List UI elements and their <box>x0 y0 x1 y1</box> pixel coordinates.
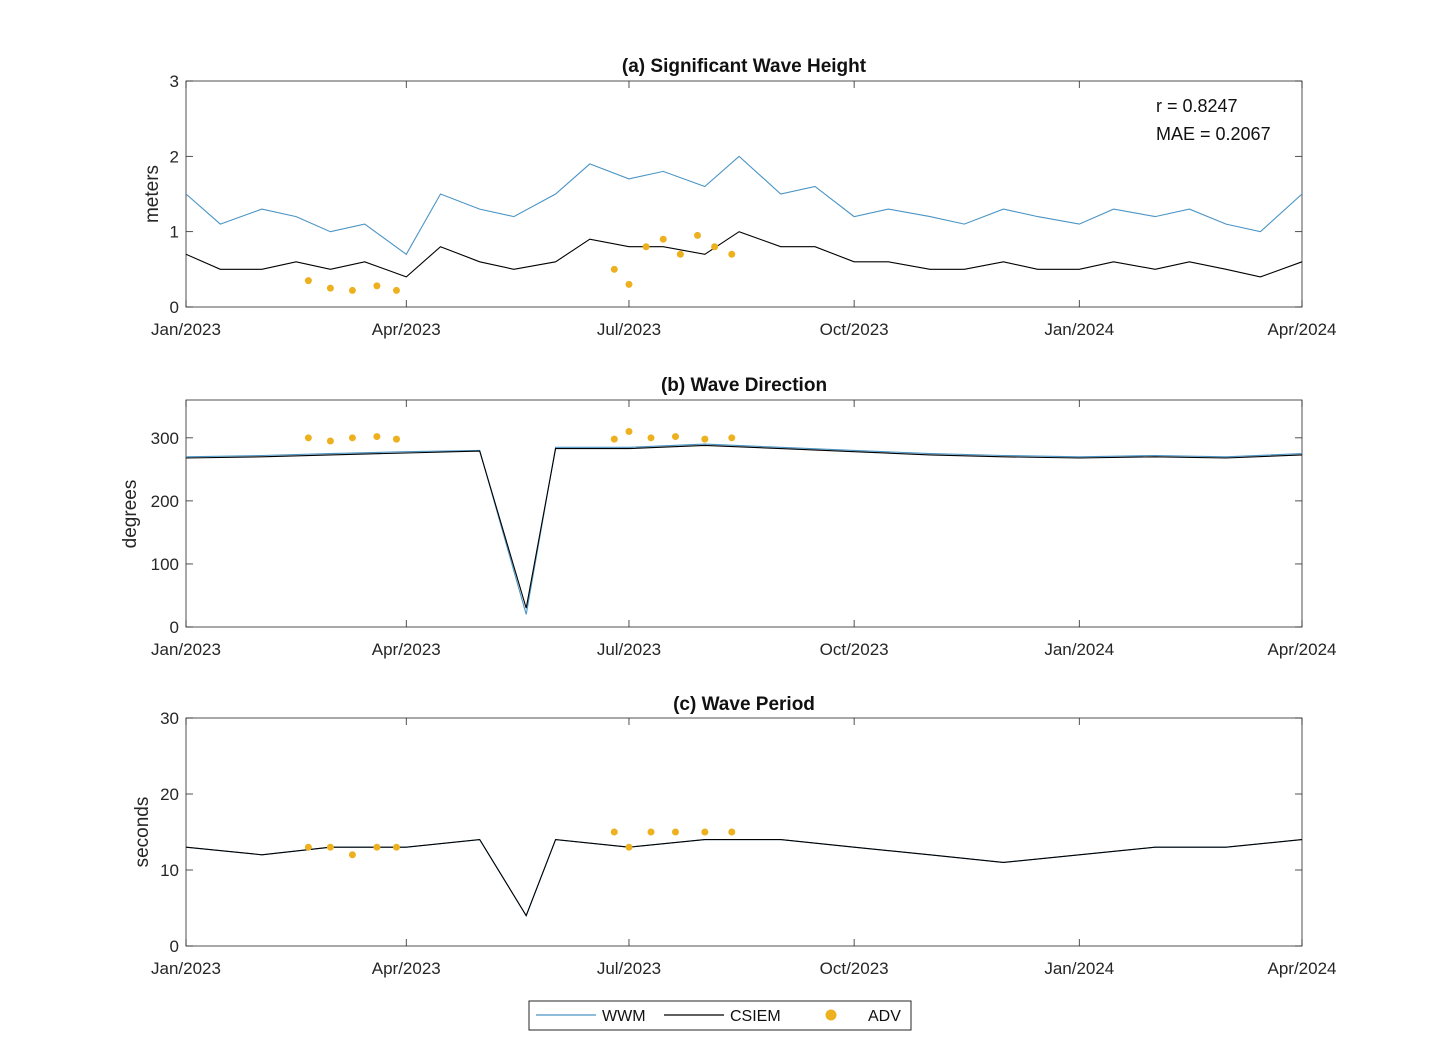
panel-c-title: (c) Wave Period <box>673 694 815 715</box>
y-tick-label: 3 <box>170 72 179 91</box>
panel-a: (a) Significant Wave Height meters 0 1 2 3 J… <box>142 56 1337 339</box>
x-tick-label: Apr/2023 <box>372 320 441 339</box>
x-tick-label: Apr/2024 <box>1268 320 1337 339</box>
adv-point <box>642 243 650 251</box>
panel-a-title: (a) Significant Wave Height <box>622 56 867 77</box>
adv-point <box>304 434 312 442</box>
x-tick-label: Jul/2023 <box>597 959 661 978</box>
adv-point <box>711 243 719 251</box>
csiem-series-line <box>185 839 1303 917</box>
y-tick-label: 0 <box>170 298 179 317</box>
y-tick-label: 20 <box>160 785 179 804</box>
adv-point <box>392 843 400 851</box>
y-tick-label: 10 <box>160 861 179 880</box>
x-tick-label: Jan/2024 <box>1044 640 1114 659</box>
adv-point <box>647 434 655 442</box>
adv-point <box>610 435 618 443</box>
adv-point <box>304 277 312 285</box>
adv-point <box>625 428 633 436</box>
y-tick-label: 1 <box>170 223 179 242</box>
adv-point <box>373 433 381 441</box>
panel-a-axes-box <box>185 80 1303 308</box>
csiem-series-line <box>185 231 1303 278</box>
adv-point <box>728 434 736 442</box>
adv-point <box>610 828 618 836</box>
x-tick-label: Jul/2023 <box>597 320 661 339</box>
panel-b: (b) Wave Direction degrees 0 100 200 300 Jan… <box>120 375 1337 659</box>
panel-b-title: (b) Wave Direction <box>661 375 827 396</box>
y-tick-label: 100 <box>151 555 179 574</box>
panel-c-axes-box <box>185 717 1303 947</box>
panel-b-ylabel: degrees <box>120 480 141 549</box>
adv-point <box>326 284 334 292</box>
mae-annotation: MAE = 0.2067 <box>1156 124 1271 144</box>
x-tick-label: Apr/2023 <box>372 640 441 659</box>
wwm-series-line <box>185 155 1303 256</box>
legend: WWM CSIEM ADV <box>528 1000 912 1031</box>
x-tick-label: Jul/2023 <box>597 640 661 659</box>
legend-csiem-label: CSIEM <box>730 1008 781 1025</box>
y-tick-label: 300 <box>151 429 179 448</box>
wwm-series-line <box>185 443 1303 615</box>
y-tick-label: 200 <box>151 492 179 511</box>
adv-point <box>348 851 356 859</box>
panel-c-plot-area: 0 10 20 30 Jan/2023 Apr/2023 Jul/2023 Oct/2023 J… <box>151 709 1336 978</box>
x-tick-label: Jan/2023 <box>151 959 221 978</box>
x-tick-label: Oct/2023 <box>820 320 889 339</box>
panel-a-plot-area: 0 1 2 3 Jan/2023 Apr/2023 Jul/2023 Oct/2023 Jan/… <box>151 72 1336 339</box>
x-tick-label: Oct/2023 <box>820 640 889 659</box>
x-tick-label: Apr/2024 <box>1268 640 1337 659</box>
x-tick-label: Apr/2024 <box>1268 959 1337 978</box>
y-tick-label: 30 <box>160 709 179 728</box>
adv-point <box>671 828 679 836</box>
y-tick-label: 0 <box>170 618 179 637</box>
csiem-series-line <box>185 444 1303 609</box>
legend-adv-swatch <box>825 1009 837 1021</box>
x-tick-label: Jan/2023 <box>151 320 221 339</box>
adv-point <box>348 286 356 294</box>
adv-point <box>610 265 618 273</box>
adv-point <box>392 286 400 294</box>
adv-point <box>373 282 381 290</box>
x-tick-label: Jan/2024 <box>1044 320 1114 339</box>
adv-point <box>647 828 655 836</box>
x-tick-label: Jan/2023 <box>151 640 221 659</box>
panel-a-ylabel: meters <box>142 165 163 223</box>
adv-point <box>326 843 334 851</box>
adv-point <box>701 435 709 443</box>
x-tick-label: Oct/2023 <box>820 959 889 978</box>
adv-point <box>676 250 684 258</box>
legend-adv-label: ADV <box>868 1008 901 1025</box>
panel-c-ylabel: seconds <box>132 797 153 868</box>
correlation-annotation: r = 0.8247 <box>1156 96 1238 116</box>
adv-point <box>694 231 701 239</box>
panel-c: (c) Wave Period seconds 0 10 20 30 Jan/2023 A… <box>132 694 1337 978</box>
adv-point <box>348 434 356 442</box>
adv-point <box>728 828 736 836</box>
x-tick-label: Jan/2024 <box>1044 959 1114 978</box>
panel-b-plot-area: 0 100 200 300 Jan/2023 Apr/2023 Jul/2023 Oct/20… <box>151 399 1337 659</box>
legend-wwm-label: WWM <box>602 1008 646 1025</box>
adv-point <box>326 437 334 445</box>
adv-point <box>659 235 667 243</box>
adv-point <box>625 843 633 851</box>
adv-point <box>373 843 381 851</box>
adv-point <box>392 435 400 443</box>
adv-point <box>701 828 709 836</box>
adv-point <box>304 843 312 851</box>
adv-point <box>671 433 679 441</box>
y-tick-label: 2 <box>170 147 179 166</box>
x-tick-label: Apr/2023 <box>372 959 441 978</box>
y-tick-label: 0 <box>170 937 179 956</box>
adv-point <box>728 250 736 258</box>
panel-b-axes-box <box>185 399 1303 628</box>
adv-point <box>625 280 633 288</box>
